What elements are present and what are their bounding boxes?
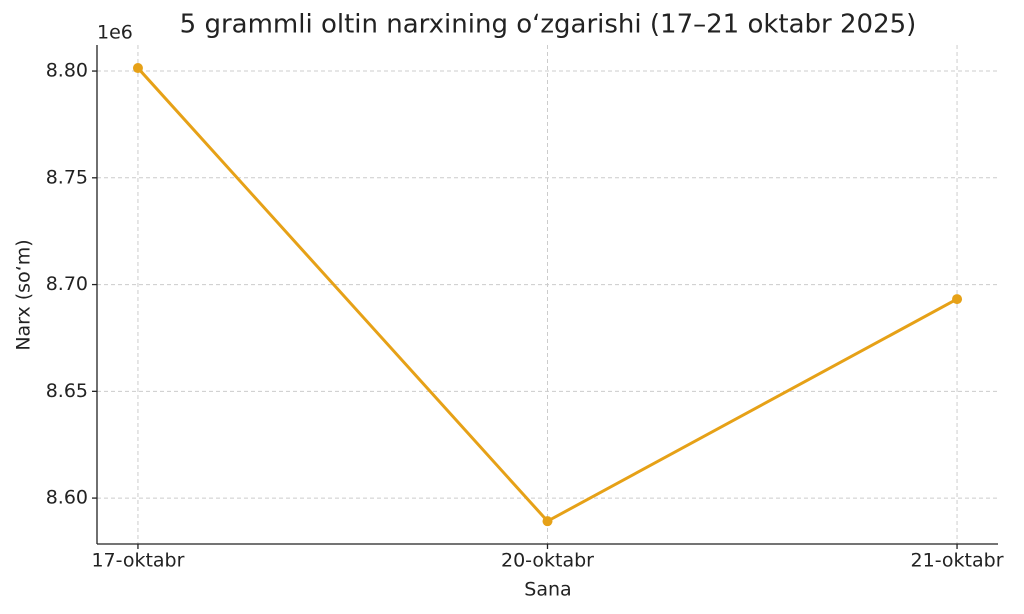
point	[952, 294, 963, 305]
y-tick-label: 8.60	[46, 487, 88, 509]
point	[542, 516, 553, 527]
axis-offset: 1e6	[97, 22, 133, 44]
y-tick-label: 8.75	[46, 166, 88, 188]
y-tick-label: 8.70	[46, 273, 88, 295]
x-tick-label: 21-oktabr	[911, 550, 1004, 572]
point	[132, 63, 143, 74]
y-tick-label: 8.80	[46, 60, 88, 82]
chart-title: 5 grammli oltin narxining oʻzgarishi (17…	[180, 10, 917, 40]
x-axis-label: Sana	[524, 579, 571, 601]
x-tick-label: 20-oktabr	[501, 550, 594, 572]
y-axis-label: Narx (soʻm)	[13, 239, 35, 350]
y-tick-label: 8.65	[46, 380, 88, 402]
x-tick-label: 17-oktabr	[91, 550, 184, 572]
